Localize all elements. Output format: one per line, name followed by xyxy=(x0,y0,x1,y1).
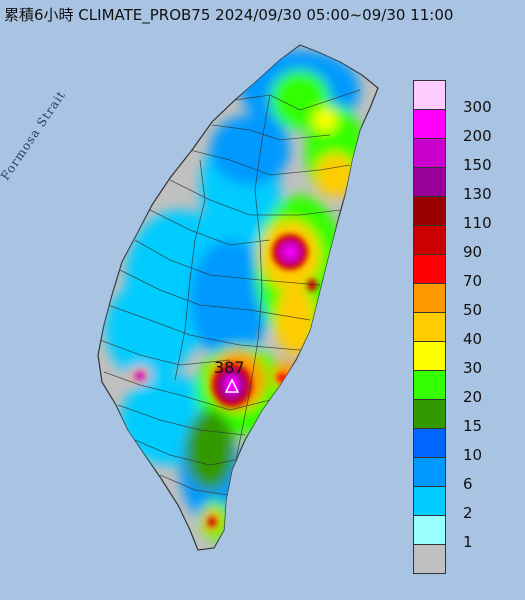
legend-swatch-70 xyxy=(413,254,446,284)
legend-swatch-40 xyxy=(413,312,446,342)
legend-label: 2 xyxy=(463,504,473,522)
legend-swatch-30 xyxy=(413,341,446,371)
color-legend: 300 200 150 130 110 90 70 50 40 30 20 15… xyxy=(413,80,518,574)
legend-label: 40 xyxy=(463,330,483,348)
max-value-label: 387 xyxy=(214,358,245,377)
max-marker-icon xyxy=(224,378,240,393)
map-title: 累積6小時 CLIMATE_PROB75 2024/09/30 05:00~09… xyxy=(4,6,454,24)
legend-label: 300 xyxy=(463,98,492,116)
legend-label: 200 xyxy=(463,127,492,145)
legend-label: 20 xyxy=(463,388,483,406)
legend-label: 6 xyxy=(463,475,473,493)
boundary-lines xyxy=(99,89,361,501)
legend-label: 50 xyxy=(463,301,483,319)
legend-label: 90 xyxy=(463,243,483,261)
legend-swatch-200 xyxy=(413,109,446,139)
legend-label: 150 xyxy=(463,156,492,174)
legend-swatch-50 xyxy=(413,283,446,313)
legend-swatch-no-rain xyxy=(413,544,446,574)
legend-swatch-2 xyxy=(413,486,446,516)
legend-label: 10 xyxy=(463,446,483,464)
legend-label: 70 xyxy=(463,272,483,290)
legend-swatch-150 xyxy=(413,138,446,168)
legend-swatch-1 xyxy=(413,515,446,545)
legend-label: 110 xyxy=(463,214,492,232)
legend-swatch-15 xyxy=(413,399,446,429)
legend-swatch-130 xyxy=(413,167,446,197)
legend-swatch-300 xyxy=(413,80,446,110)
legend-swatch-6 xyxy=(413,457,446,487)
rainfall-field xyxy=(99,50,365,540)
legend-label: 15 xyxy=(463,417,483,435)
legend-swatch-90 xyxy=(413,225,446,255)
legend-swatch-20 xyxy=(413,370,446,400)
legend-label: 1 xyxy=(463,533,473,551)
legend-label: 130 xyxy=(463,185,492,203)
legend-swatch-10 xyxy=(413,428,446,458)
legend-label: 30 xyxy=(463,359,483,377)
legend-swatch-110 xyxy=(413,196,446,226)
